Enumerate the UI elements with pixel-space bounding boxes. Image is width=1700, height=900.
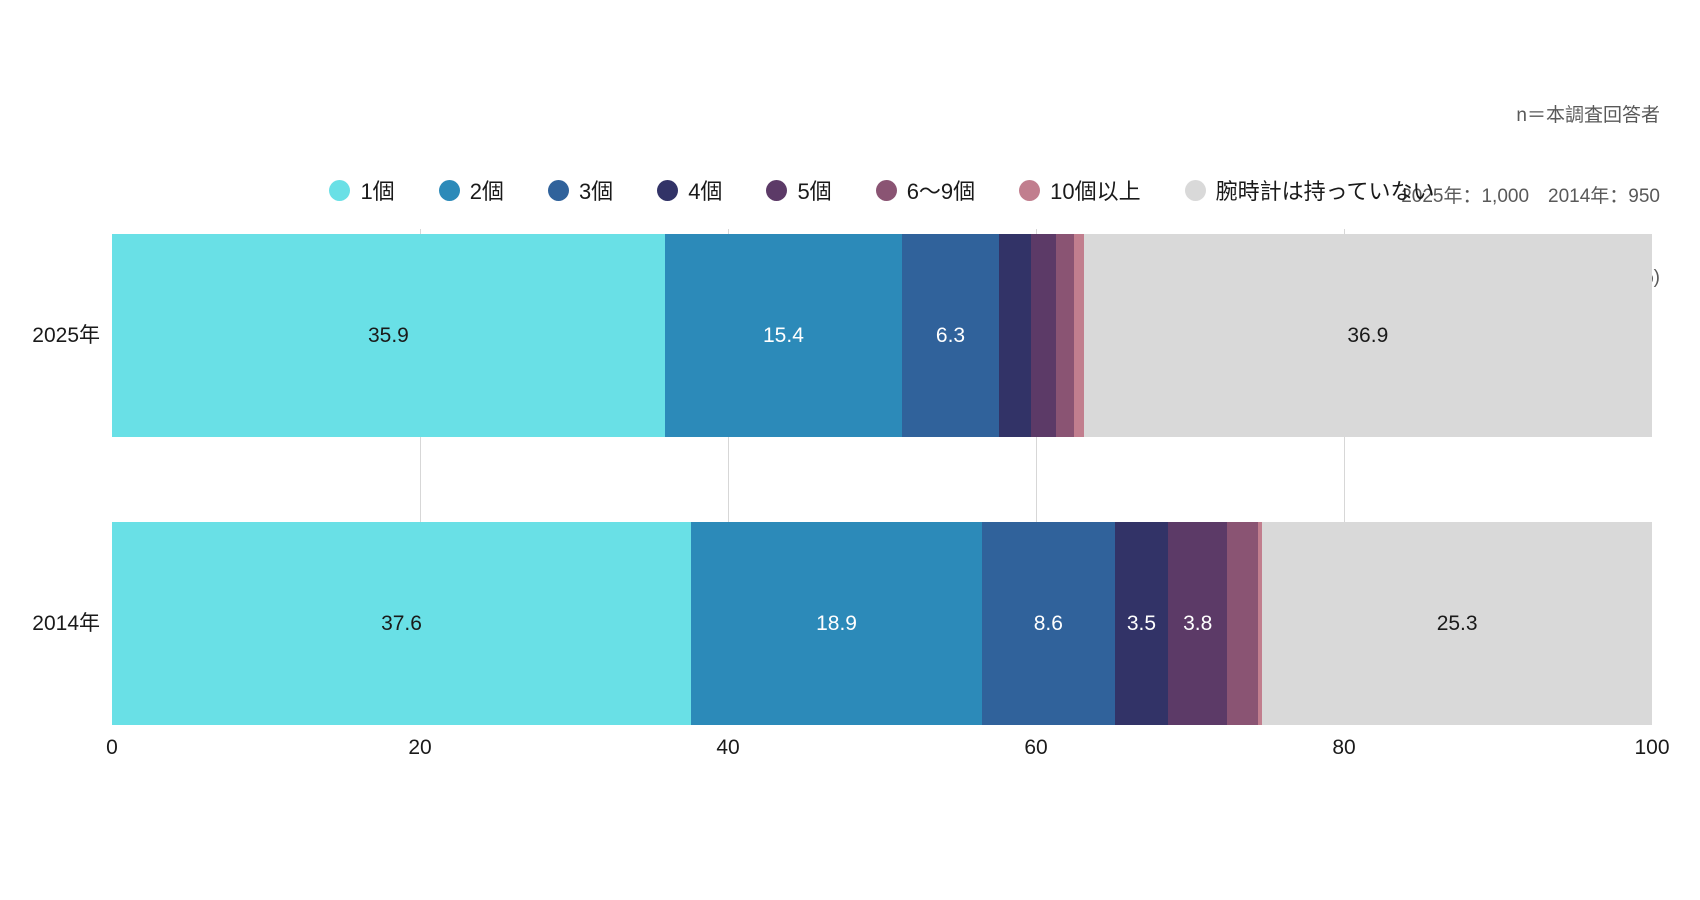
bar-segment xyxy=(999,234,1032,437)
bar-segment: 18.9 xyxy=(691,522,983,725)
bar-segment xyxy=(1055,234,1075,437)
legend-label: 2個 xyxy=(469,179,504,204)
legend-item: 腕時計は持っていない xyxy=(1184,174,1435,206)
bar-segment: 6.3 xyxy=(902,234,1000,437)
bar-segment: 36.9 xyxy=(1083,234,1652,437)
bar-row: 35.9 15.4 6.3 36.9 xyxy=(112,234,1652,437)
x-axis-tick-label: 20 xyxy=(408,736,432,759)
bar-segment: 8.6 xyxy=(982,522,1115,725)
bar-segment xyxy=(1074,234,1084,437)
bar-segment: 15.4 xyxy=(664,234,903,437)
gridline xyxy=(1036,229,1037,725)
legend-color-swatch-icon xyxy=(438,179,460,201)
segment-value-label: 15.4 xyxy=(763,323,804,347)
legend-label: 4個 xyxy=(688,179,723,204)
legend-color-swatch-icon xyxy=(657,179,679,201)
category-label: 2025年 xyxy=(32,324,100,347)
legend-item: 2個 xyxy=(438,174,504,206)
bar-segment: 3.8 xyxy=(1168,522,1227,725)
legend-color-swatch-icon xyxy=(329,179,351,201)
legend-label: 10個以上 xyxy=(1050,179,1141,204)
legend-color-swatch-icon xyxy=(1019,179,1041,201)
legend-item: 1個 xyxy=(329,174,395,206)
legend-item: 3個 xyxy=(547,174,614,206)
legend-item: 6〜9個 xyxy=(875,174,976,206)
legend-color-swatch-icon xyxy=(766,179,788,201)
legend-label: 3個 xyxy=(578,179,614,204)
legend-label: 腕時計は持っていない xyxy=(1215,179,1435,204)
plot-area: 35.9 15.4 6.3 36.9 37.6 18.9 8.6 3.5 3.8 25.3 xyxy=(112,229,1652,725)
x-axis: 0 20 40 60 80 100 xyxy=(106,733,1669,763)
x-axis-tick-label: 0 xyxy=(106,736,118,759)
segment-value-label: 18.9 xyxy=(816,611,857,635)
legend-item: 4個 xyxy=(657,174,722,206)
legend: 1個 2個 3個 4個 5個 6〜9個 10個以上 腕時計は持っていない xyxy=(112,168,1652,212)
bar-segment: 25.3 xyxy=(1262,522,1652,725)
note-line-respondents: n＝本調査回答者 xyxy=(1516,105,1660,126)
segment-value-label: 3.5 xyxy=(1126,611,1157,635)
segment-value-label: 35.9 xyxy=(367,323,409,347)
legend-item: 10個以上 xyxy=(1019,174,1141,206)
x-axis-tick-label: 80 xyxy=(1332,736,1356,759)
x-axis-tick-label: 100 xyxy=(1634,736,1670,759)
gridline xyxy=(420,229,421,725)
segment-value-label: 37.6 xyxy=(381,611,422,635)
segment-value-label: 8.6 xyxy=(1033,611,1063,635)
x-axis-tick-label: 40 xyxy=(716,736,740,759)
category-label: 2014年 xyxy=(32,612,100,635)
legend-color-swatch-icon xyxy=(875,179,897,201)
legend-label: 5個 xyxy=(797,179,832,204)
gridline xyxy=(728,229,729,725)
legend-color-swatch-icon xyxy=(1184,179,1206,201)
bar-segment xyxy=(1226,522,1258,725)
bar-segment xyxy=(1031,234,1056,437)
legend-item: 5個 xyxy=(766,174,832,206)
gridline xyxy=(1344,229,1345,725)
bar-row: 37.6 18.9 8.6 3.5 3.8 25.3 xyxy=(112,522,1652,725)
bar-segment xyxy=(1257,522,1263,725)
note-line-sample-sizes: 2025年：1,000 2014年：950 xyxy=(1401,186,1660,207)
legend-color-swatch-icon xyxy=(547,179,569,201)
segment-value-label: 36.9 xyxy=(1347,323,1389,347)
bar-segment: 37.6 xyxy=(112,522,692,725)
segment-value-label: 25.3 xyxy=(1436,611,1478,635)
x-axis-tick-label: 60 xyxy=(1024,736,1048,759)
bar-segment: 35.9 xyxy=(112,234,665,437)
segment-value-label: 6.3 xyxy=(935,323,966,347)
legend-label: 1個 xyxy=(360,179,395,204)
segment-value-label: 3.8 xyxy=(1183,611,1213,635)
bar-segment: 3.5 xyxy=(1114,522,1169,725)
legend-label: 6〜9個 xyxy=(906,179,976,204)
